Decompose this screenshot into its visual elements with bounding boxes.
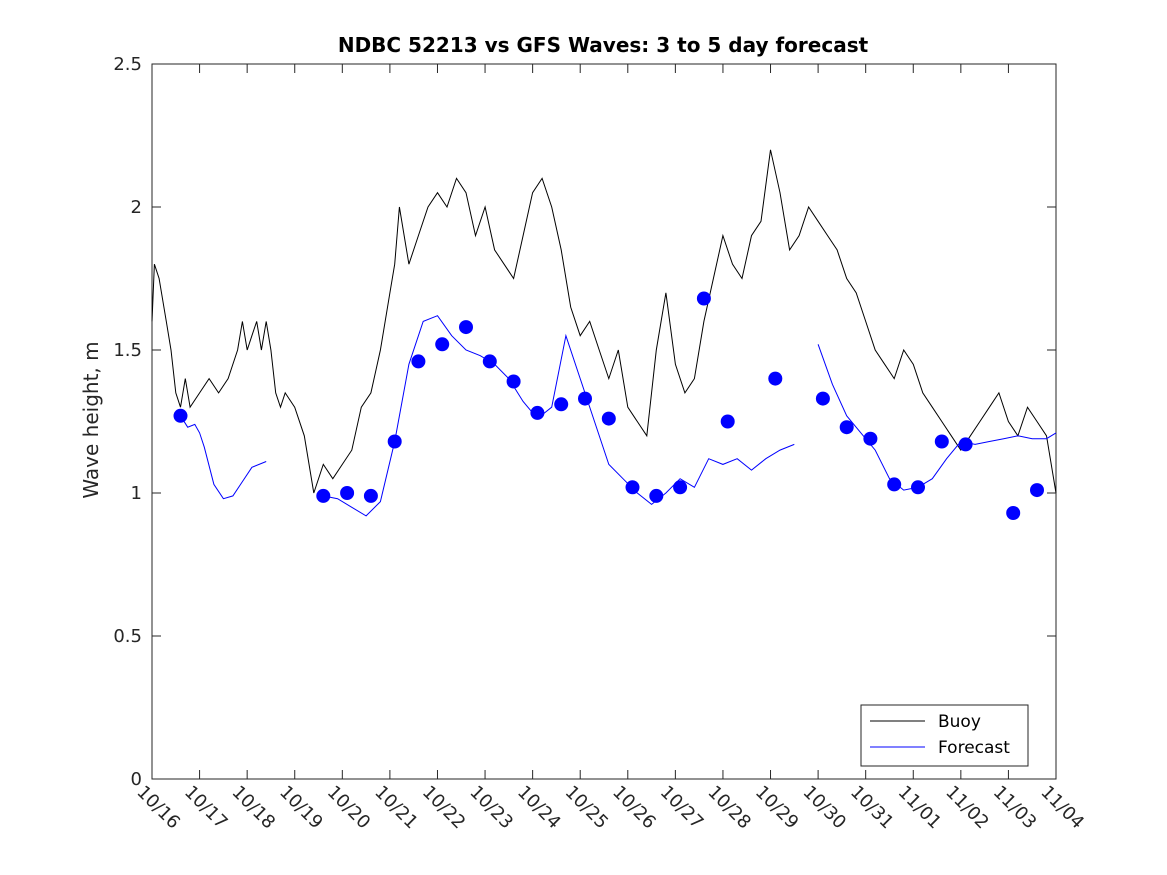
- forecast-marker: [768, 371, 783, 386]
- legend-box: [860, 704, 1029, 767]
- forecast-marker: [316, 488, 331, 503]
- y-tick-label: 2.5: [113, 54, 142, 75]
- buoy-line: [151, 149, 1057, 494]
- forecast-marker: [340, 486, 355, 500]
- chart-title: NDBC 52213 vs GFS Waves: 3 to 5 day fore…: [338, 33, 869, 57]
- forecast-marker: [1006, 506, 1021, 520]
- y-tick-label: 1.5: [113, 340, 142, 361]
- y-tick-label: 0: [131, 769, 142, 790]
- x-tick-label: 10/17: [180, 782, 232, 834]
- x-tick-label: 10/27: [656, 782, 708, 834]
- y-tick-label: 2: [131, 197, 142, 218]
- forecast-marker: [696, 291, 711, 306]
- x-tick-label: 10/22: [418, 782, 470, 834]
- x-tick-label: 10/25: [561, 782, 613, 834]
- forecast-marker: [720, 414, 735, 429]
- x-tick-label: 11/01: [894, 782, 946, 834]
- forecast-marker: [911, 480, 925, 495]
- x-tick-label: 10/20: [323, 782, 375, 834]
- forecast-marker: [625, 480, 640, 495]
- forecast-marker: [863, 431, 878, 446]
- forecast-line: [817, 344, 1057, 491]
- x-tick-label: 11/03: [989, 782, 1041, 834]
- forecast-marker: [601, 411, 616, 426]
- forecast-marker: [459, 320, 473, 335]
- forecast-marker: [554, 397, 569, 412]
- legend-forecast-label: Forecast: [938, 738, 1010, 758]
- forecast-marker: [506, 374, 521, 389]
- forecast-marker: [887, 477, 902, 492]
- forecast-marker: [673, 480, 688, 495]
- forecast-marker: [649, 488, 664, 503]
- x-tick-label: 10/24: [513, 782, 565, 834]
- x-tick-label: 10/29: [751, 782, 803, 834]
- x-tick-label: 10/19: [275, 782, 327, 834]
- x-tick-label: 10/23: [466, 782, 518, 834]
- y-tick-label: 0.5: [113, 626, 142, 647]
- forecast-marker: [530, 405, 545, 420]
- x-tick-label: 11/02: [941, 782, 993, 834]
- forecast-marker: [958, 437, 973, 452]
- forecast-marker: [934, 434, 949, 449]
- x-tick-label: 10/18: [228, 782, 280, 834]
- legend: Buoy Forecast: [860, 704, 1029, 767]
- x-tick-label: 10/30: [799, 782, 851, 834]
- forecast-marker: [435, 337, 450, 352]
- y-tick-label: 1: [131, 483, 142, 504]
- x-tick-label: 10/16: [132, 782, 184, 834]
- forecast-marker: [173, 408, 188, 423]
- series-layer: [151, 149, 1057, 520]
- x-tick-label: 10/26: [608, 782, 660, 834]
- x-tick-label: 10/28: [703, 782, 755, 834]
- forecast-marker: [815, 391, 830, 406]
- forecast-line: [323, 315, 795, 517]
- forecast-line: [180, 415, 267, 500]
- x-tick-label: 10/21: [370, 782, 422, 834]
- forecast-marker: [482, 354, 497, 369]
- x-tick-label: 10/31: [846, 782, 898, 834]
- forecast-marker: [1030, 483, 1044, 498]
- y-axis-label: Wave height, m: [79, 341, 103, 498]
- x-tick-label: 11/04: [1036, 782, 1088, 834]
- legend-buoy-label: Buoy: [938, 712, 981, 732]
- forecast-marker: [578, 391, 592, 406]
- forecast-marker: [363, 488, 378, 503]
- forecast-marker: [411, 354, 426, 369]
- forecast-marker: [839, 420, 854, 435]
- forecast-marker: [387, 434, 402, 449]
